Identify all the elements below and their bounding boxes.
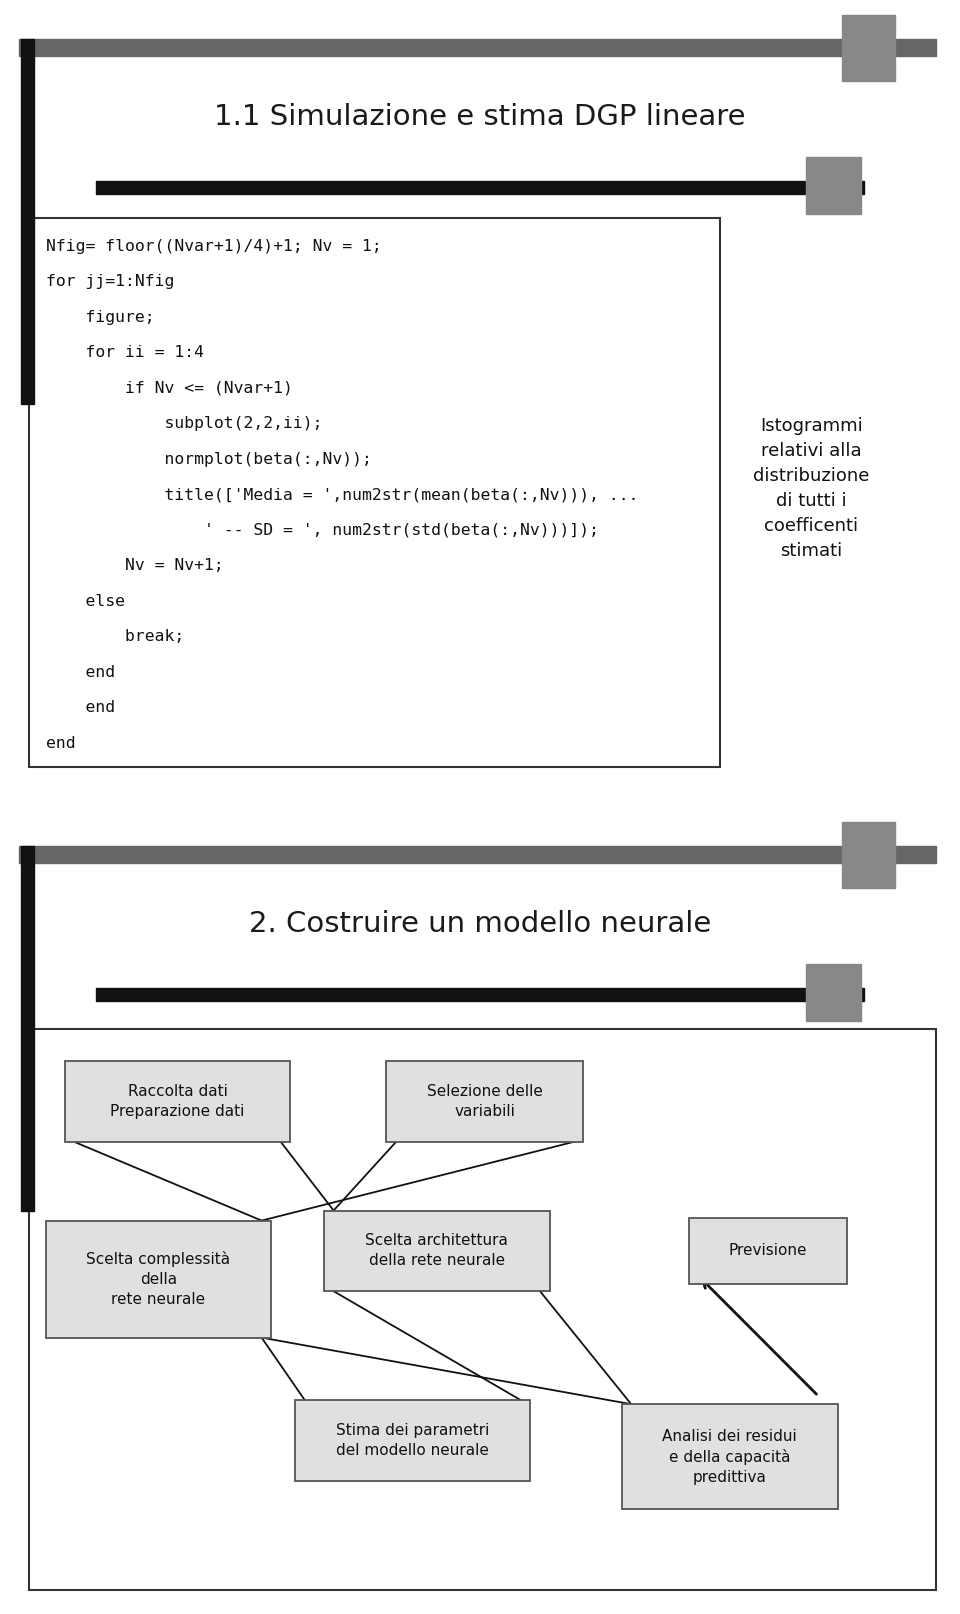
Text: figure;: figure; [46,310,155,324]
Text: Nv = Nv+1;: Nv = Nv+1; [46,558,224,573]
Text: Selezione delle
variabili: Selezione delle variabili [427,1085,542,1119]
Text: else: else [46,594,125,608]
Bar [29,218,720,767]
Bar [842,15,895,81]
Text: if Nv <= (Nvar+1): if Nv <= (Nvar+1) [46,381,293,395]
Text: Raccolta dati
Preparazione dati: Raccolta dati Preparazione dati [110,1085,245,1119]
Text: title(['Media = ',num2str(mean(beta(:,Nv))), ...: title(['Media = ',num2str(mean(beta(:,Nv… [46,487,638,502]
Bar [842,822,895,888]
Bar [386,1062,584,1143]
Bar [29,1030,936,1590]
Text: 1.1 Simulazione e stima DGP lineare: 1.1 Simulazione e stima DGP lineare [214,103,746,131]
Text: normplot(beta(:,Nv));: normplot(beta(:,Nv)); [46,452,372,466]
Bar [21,846,34,1210]
Text: 2. Costruire un modello neurale: 2. Costruire un modello neurale [249,910,711,938]
Text: for ii = 1:4: for ii = 1:4 [46,345,204,360]
Text: end: end [46,700,115,715]
Bar [96,988,864,1001]
Bar [806,157,861,213]
Text: Scelta complessità
della
rete neurale: Scelta complessità della rete neurale [86,1251,230,1307]
Text: Previsione: Previsione [729,1243,807,1259]
Text: Analisi dei residui
e della capacità
predittiva: Analisi dei residui e della capacità pre… [662,1428,797,1485]
Text: Stima dei parametri
del modello neurale: Stima dei parametri del modello neurale [336,1424,490,1457]
Text: break;: break; [46,629,184,644]
Text: ' -- SD = ', num2str(std(beta(:,Nv)))]);: ' -- SD = ', num2str(std(beta(:,Nv)))]); [46,523,599,537]
Text: for jj=1:Nfig: for jj=1:Nfig [46,274,175,289]
Text: Istogrammi
relativi alla
distribuzione
di tutti i
coefficenti
stimati: Istogrammi relativi alla distribuzione d… [753,416,870,560]
Bar [65,1062,290,1143]
Text: subplot(2,2,ii);: subplot(2,2,ii); [46,416,323,431]
Text: Scelta architettura
della rete neurale: Scelta architettura della rete neurale [366,1233,508,1269]
Bar [19,846,936,863]
Bar [96,181,864,194]
Bar [621,1404,837,1509]
Bar [19,39,936,56]
Bar [324,1210,549,1291]
Bar [21,39,34,404]
Bar [806,964,861,1022]
Bar [46,1220,271,1338]
Text: Nfig= floor((Nvar+1)/4)+1; Nv = 1;: Nfig= floor((Nvar+1)/4)+1; Nv = 1; [46,239,382,253]
Bar [296,1399,530,1482]
Text: end: end [46,665,115,679]
Text: end: end [46,736,76,751]
Bar [689,1217,848,1285]
